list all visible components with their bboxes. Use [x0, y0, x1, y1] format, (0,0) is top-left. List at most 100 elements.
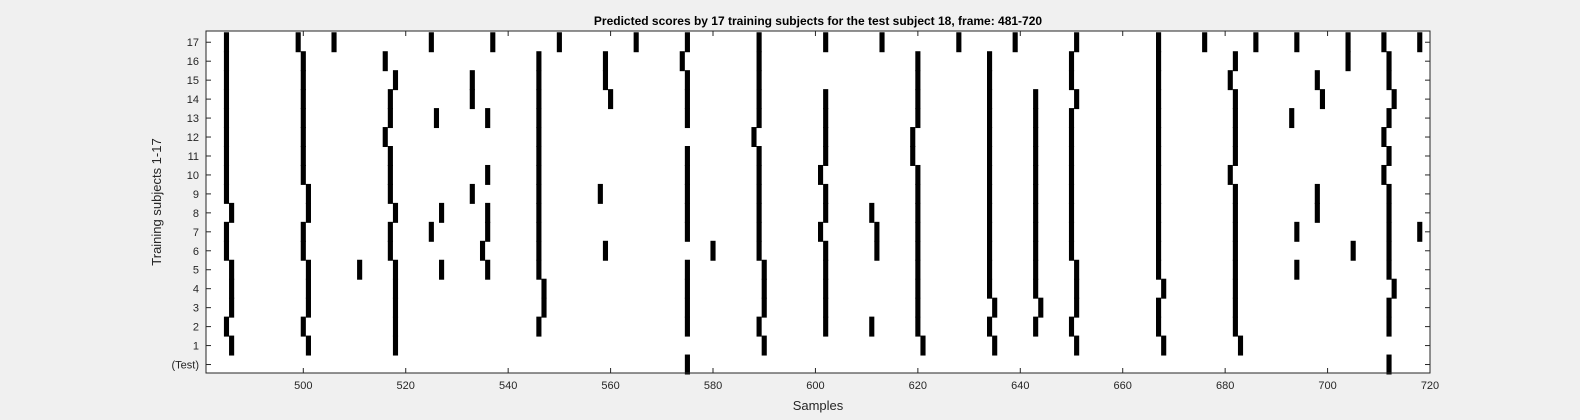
data-mark: [987, 202, 993, 223]
data-mark: [331, 32, 337, 53]
x-tick-label: 620: [909, 380, 927, 392]
data-mark: [597, 183, 603, 204]
data-mark: [229, 297, 235, 318]
data-mark: [915, 89, 921, 110]
data-mark: [305, 202, 311, 223]
data-mark: [684, 164, 690, 185]
data-mark: [756, 108, 762, 129]
data-mark: [823, 202, 829, 223]
data-mark: [392, 259, 399, 280]
y-tick-label: 9: [193, 189, 199, 201]
data-mark: [869, 202, 875, 223]
data-mark: [300, 51, 306, 72]
data-mark: [602, 51, 609, 72]
data-mark: [305, 335, 311, 356]
x-axis-ticks: 500 520 540 560 580 600 620 640 660 680 700 720: [294, 31, 1439, 392]
data-mark: [1012, 32, 1018, 53]
data-mark: [1074, 297, 1080, 318]
data-mark: [1381, 164, 1387, 185]
data-mark: [305, 278, 311, 299]
data-mark: [1386, 354, 1392, 375]
data-mark: [300, 127, 306, 148]
data-mark: [684, 278, 690, 299]
data-mark: [1156, 183, 1162, 204]
data-mark: [1161, 335, 1167, 356]
data-mark: [761, 278, 767, 299]
data-mark: [684, 354, 690, 375]
data-mark: [387, 183, 393, 204]
data-mark: [392, 202, 399, 223]
x-tick-label: 640: [1011, 380, 1029, 392]
data-mark: [223, 89, 230, 110]
x-tick-label: 500: [294, 380, 312, 392]
data-mark: [541, 297, 547, 318]
x-tick-label: 680: [1216, 380, 1234, 392]
data-mark: [1294, 32, 1300, 53]
data-mark: [823, 278, 829, 299]
data-mark: [1068, 146, 1075, 166]
data-mark: [756, 316, 762, 337]
data-mark: [1068, 183, 1075, 204]
data-mark: [920, 335, 926, 356]
data-mark: [387, 89, 393, 110]
data-mark: [300, 89, 306, 110]
data-mark: [756, 202, 762, 223]
data-mark: [874, 240, 880, 261]
data-mark: [485, 221, 491, 242]
data-mark: [1156, 108, 1162, 129]
data-marks: [223, 32, 1423, 375]
data-mark: [1345, 51, 1351, 72]
y-tick-label: (Test): [172, 360, 200, 372]
data-mark: [1417, 221, 1423, 242]
data-mark: [684, 146, 690, 166]
data-mark: [1289, 108, 1295, 129]
data-mark: [602, 240, 609, 261]
data-mark: [756, 51, 762, 72]
data-mark: [1314, 70, 1320, 91]
data-mark: [684, 32, 690, 53]
data-mark: [956, 32, 962, 53]
data-mark: [229, 202, 235, 223]
data-mark: [1068, 240, 1075, 261]
data-mark: [1033, 221, 1039, 242]
data-mark: [536, 316, 542, 337]
data-mark: [910, 146, 916, 166]
data-mark: [1074, 259, 1080, 280]
data-mark: [987, 316, 993, 337]
data-mark: [1156, 221, 1162, 242]
data-mark: [485, 164, 491, 185]
data-mark: [392, 278, 399, 299]
data-mark: [536, 70, 542, 91]
y-tick-label: 15: [187, 75, 199, 87]
data-mark: [987, 146, 993, 166]
data-mark: [300, 221, 306, 242]
data-mark: [229, 278, 235, 299]
data-mark: [1033, 259, 1039, 280]
data-mark: [684, 183, 690, 204]
data-mark: [536, 259, 542, 280]
data-mark: [1232, 259, 1238, 280]
data-mark: [305, 183, 311, 204]
data-mark: [485, 259, 491, 280]
data-mark: [1294, 259, 1300, 280]
data-mark: [915, 202, 921, 223]
data-mark: [823, 297, 829, 318]
y-tick-label: 10: [187, 170, 199, 182]
data-mark: [915, 70, 921, 91]
data-mark: [223, 164, 230, 185]
x-tick-label: 700: [1318, 380, 1336, 392]
data-mark: [915, 240, 921, 261]
data-mark: [1232, 316, 1238, 337]
data-mark: [756, 70, 762, 91]
data-mark: [1294, 221, 1300, 242]
data-mark: [1156, 297, 1162, 318]
data-mark: [1314, 183, 1320, 204]
data-mark: [684, 70, 690, 91]
y-tick-label: 1: [193, 341, 199, 353]
data-mark: [987, 240, 993, 261]
data-mark: [915, 297, 921, 318]
data-mark: [1161, 278, 1167, 299]
data-mark: [1386, 51, 1392, 72]
data-mark: [987, 183, 993, 204]
data-mark: [1068, 108, 1075, 129]
